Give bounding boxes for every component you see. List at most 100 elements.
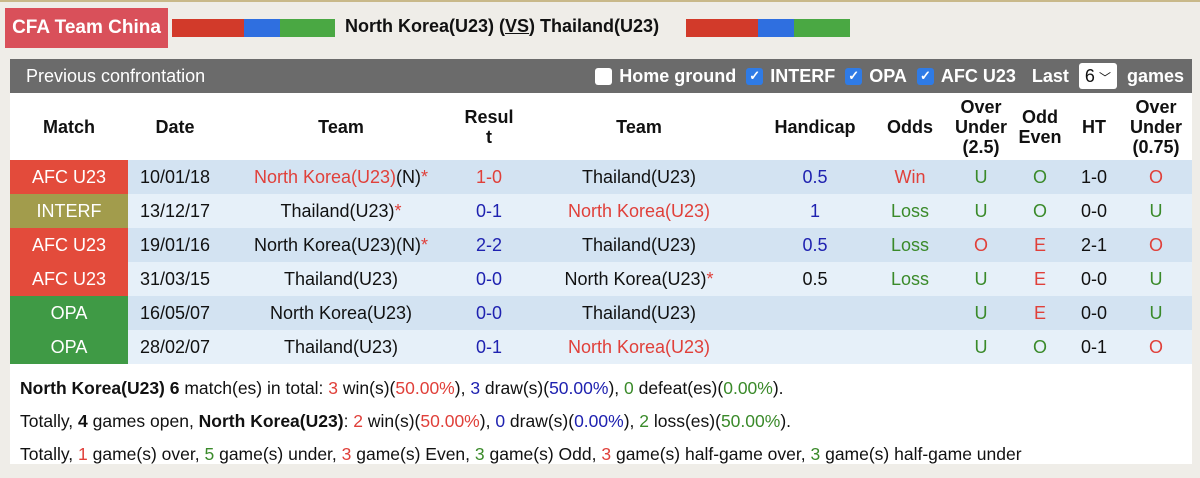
result[interactable]: 0-0	[460, 262, 518, 296]
color-bar-left	[172, 19, 335, 37]
filter-checkbox[interactable]: ✓	[916, 67, 934, 85]
check-icon: ✓	[848, 68, 860, 83]
games-count-select[interactable]: 6 ﹀	[1078, 63, 1117, 89]
team-name[interactable]: North Korea(U23)	[567, 200, 711, 221]
filter-label[interactable]: Home ground	[619, 65, 737, 86]
summary-segment: 50.00%	[720, 411, 781, 431]
home-team[interactable]: North Korea(U23)(N)*	[222, 160, 460, 194]
table-row[interactable]: AFC U23 31/03/15 Thailand(U23) 0-0 North Kor…	[10, 262, 1192, 296]
table-row[interactable]: INTERF 13/12/17 Thailand(U23)* 0-1 North Kor…	[10, 194, 1192, 228]
team-name[interactable]: Thailand(U23)	[283, 268, 399, 289]
summary-segment: win(s)(	[363, 411, 421, 431]
home-team[interactable]: Thailand(U23)*	[222, 194, 460, 228]
match-type[interactable]: AFC U23	[10, 262, 128, 296]
odd-even: E	[1012, 296, 1068, 330]
away-team[interactable]: Thailand(U23)	[518, 160, 760, 194]
table-row[interactable]: OPA 28/02/07 Thailand(U23) 0-1 North Korea(U…	[10, 330, 1192, 364]
summary-segment: game(s) over,	[87, 444, 205, 464]
check-icon: ✓	[919, 68, 931, 83]
home-team[interactable]: North Korea(U23)(N)*	[222, 228, 460, 262]
odds-result: Loss	[870, 228, 950, 262]
match-type[interactable]: AFC U23	[10, 228, 128, 262]
handicap: 0.5	[760, 262, 870, 296]
color-segment	[758, 19, 795, 37]
team-name[interactable]: Thailand(U23)	[283, 336, 399, 357]
result[interactable]: 2-2	[460, 228, 518, 262]
handicap	[760, 296, 870, 330]
filter-checkbox[interactable]: ✓	[746, 67, 764, 85]
summary-segment: game(s) half-game under	[820, 444, 1022, 464]
filter-checkbox[interactable]: ✓	[845, 67, 863, 85]
color-segment	[279, 19, 335, 37]
summary-segment: games open,	[87, 411, 199, 431]
match-type[interactable]: AFC U23	[10, 160, 128, 194]
team-name[interactable]: Thailand(U23)	[280, 200, 395, 221]
odd-even: E	[1012, 228, 1068, 262]
team-name[interactable]: North Korea(U23)	[253, 234, 397, 255]
over-under: U	[950, 296, 1012, 330]
filter-label[interactable]: INTERF	[770, 65, 836, 86]
odd-even: O	[1012, 330, 1068, 364]
color-bar-right	[686, 19, 850, 37]
odds-result: Loss	[870, 262, 950, 296]
over-under-075: U	[1120, 194, 1192, 228]
summary-segment: loss(es)(	[649, 411, 721, 431]
over-under-075: O	[1120, 330, 1192, 364]
summary-segment: draw(s)(	[480, 378, 550, 398]
team-name[interactable]: North Korea(U23)	[269, 302, 413, 323]
home-team[interactable]: Thailand(U23)	[222, 330, 460, 364]
summary-segment: Totally,	[20, 444, 79, 464]
handicap: 0.5	[760, 160, 870, 194]
result[interactable]: 0-1	[460, 194, 518, 228]
team-name[interactable]: North Korea(U23)	[567, 336, 711, 357]
top-bar: CFA Team China North Korea(U23) (VS) Tha…	[0, 7, 1200, 49]
star-marker: *	[706, 268, 714, 289]
summary: North Korea(U23) 6 match(es) in total: 3…	[10, 364, 1192, 471]
away-team[interactable]: North Korea(U23)	[518, 194, 760, 228]
color-segment	[686, 19, 759, 37]
chevron-down-icon: ﹀	[1098, 71, 1111, 85]
panel-title: Previous confrontation	[26, 65, 206, 86]
home-team[interactable]: North Korea(U23)	[222, 296, 460, 330]
neutral-marker: (N)	[396, 166, 422, 187]
table-row[interactable]: AFC U23 10/01/18 North Korea(U23)(N)* 1-0 Th…	[10, 160, 1192, 194]
team-name[interactable]: North Korea(U23)	[253, 166, 397, 187]
brand-badge[interactable]: CFA Team China	[5, 8, 168, 48]
team-name[interactable]: North Korea(U23)	[564, 268, 707, 289]
home-team-title: North Korea(U23)	[345, 16, 495, 36]
match-type[interactable]: OPA	[10, 330, 128, 364]
summary-segment: ),	[454, 378, 471, 398]
team-name[interactable]: Thailand(U23)	[581, 302, 697, 323]
summary-segment: game(s) Odd,	[484, 444, 602, 464]
summary-segment: 0.00%	[574, 411, 624, 431]
table-row[interactable]: OPA 16/05/07 North Korea(U23) 0-0 Thailand(U…	[10, 296, 1192, 330]
result[interactable]: 0-0	[460, 296, 518, 330]
summary-segment: defeat(es)(	[633, 378, 724, 398]
away-team[interactable]: Thailand(U23)	[518, 228, 760, 262]
handicap	[760, 330, 870, 364]
summary-segment: game(s) half-game over,	[611, 444, 811, 464]
table-row[interactable]: AFC U23 19/01/16 North Korea(U23)(N)* 2-2 Th…	[10, 228, 1192, 262]
match-type[interactable]: OPA	[10, 296, 128, 330]
summary-segment: :	[343, 411, 354, 431]
match-date: 31/03/15	[128, 262, 222, 296]
away-team[interactable]: North Korea(U23)*	[518, 262, 760, 296]
vs-link[interactable]: VS	[505, 16, 530, 36]
result[interactable]: 1-0	[460, 160, 518, 194]
team-name[interactable]: Thailand(U23)	[581, 234, 697, 255]
filter-label[interactable]: OPA	[869, 65, 907, 86]
away-team[interactable]: Thailand(U23)	[518, 296, 760, 330]
filter-label[interactable]: AFC U23	[940, 65, 1016, 86]
summary-segment: 3	[341, 444, 352, 464]
summary-segment: ).	[772, 378, 784, 398]
color-segment	[794, 19, 850, 37]
check-icon: ✓	[749, 68, 761, 83]
match-type[interactable]: INTERF	[10, 194, 128, 228]
away-team[interactable]: North Korea(U23)	[518, 330, 760, 364]
filter-checkbox[interactable]	[595, 67, 613, 85]
result[interactable]: 0-1	[460, 330, 518, 364]
home-team[interactable]: Thailand(U23)	[222, 262, 460, 296]
star-marker: *	[394, 200, 402, 221]
summary-segment: 3	[328, 378, 339, 398]
team-name[interactable]: Thailand(U23)	[581, 166, 697, 187]
